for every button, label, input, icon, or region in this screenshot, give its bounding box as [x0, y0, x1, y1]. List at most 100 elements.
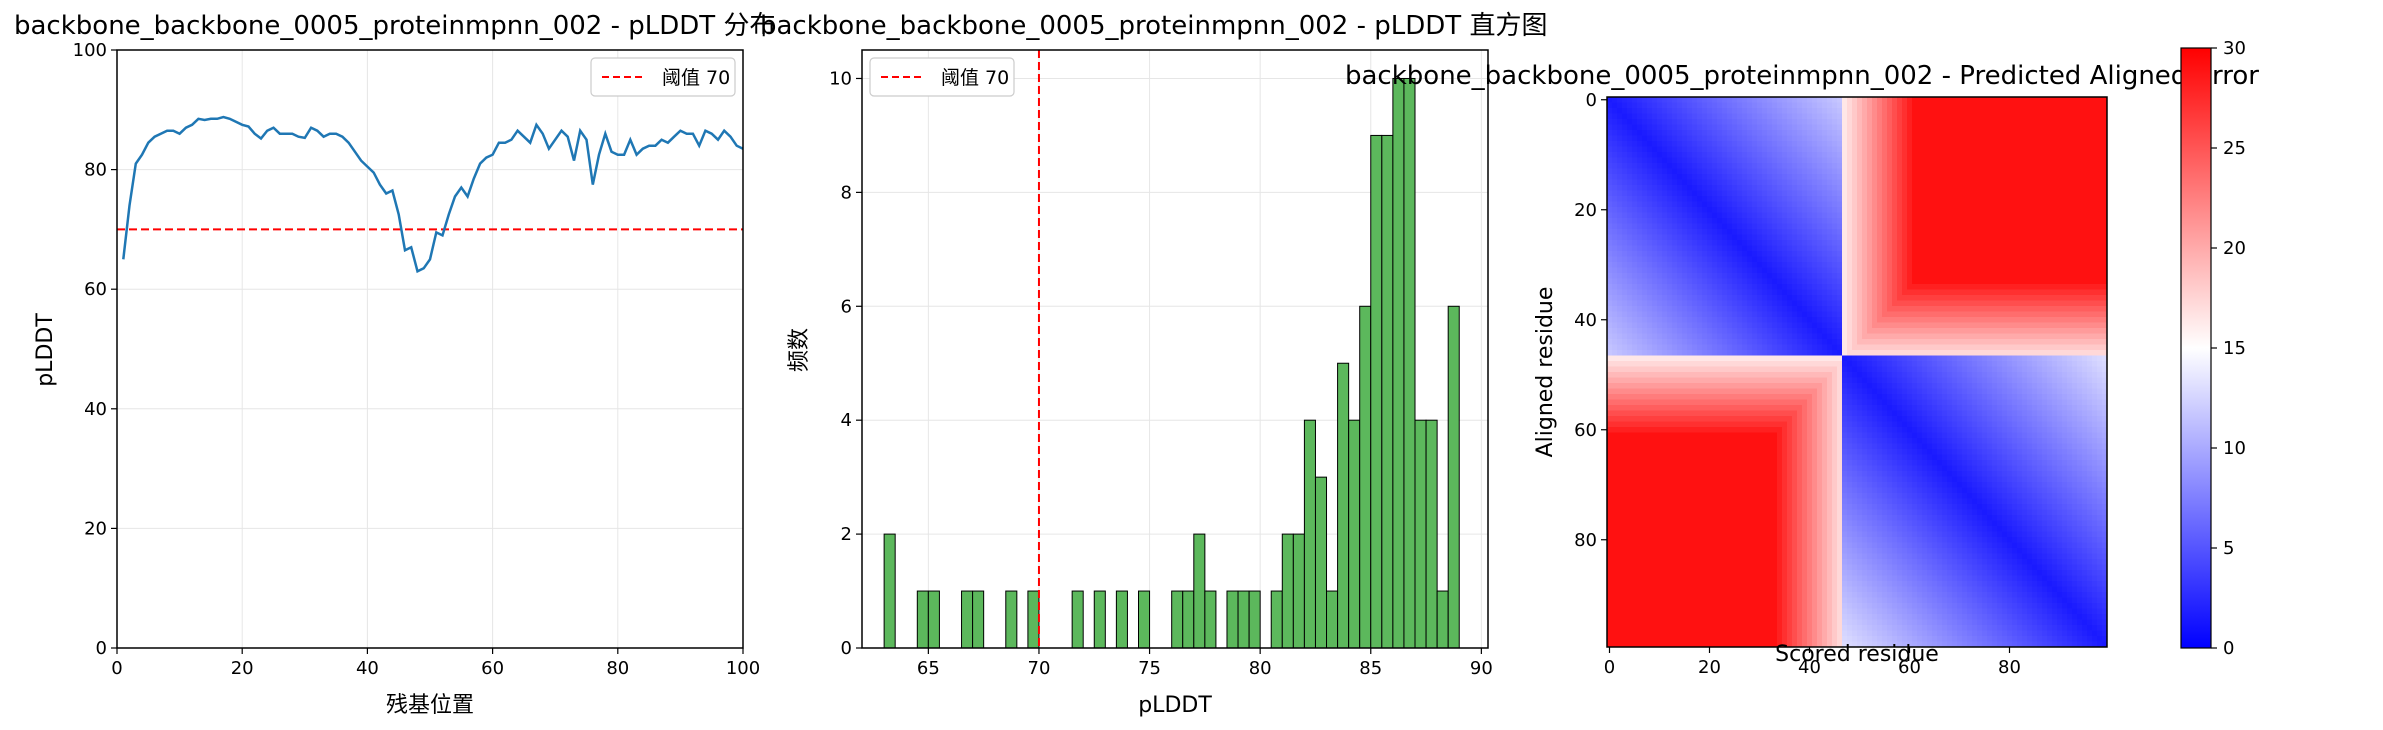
pae-heatmap-cell [1827, 207, 1833, 213]
pae-heatmap-cell [1702, 97, 1708, 103]
line-chart-x-tick-label: 40 [356, 658, 379, 679]
pae-heatmap-cell [1777, 157, 1783, 164]
pae-heatmap-cell [1807, 124, 1813, 131]
pae-heatmap-cell [1667, 355, 1673, 362]
pae-heatmap-cell [1697, 328, 1703, 334]
pae-heatmap-cell [1907, 295, 1913, 301]
pae-heatmap-cell [2017, 141, 2023, 147]
pae-heatmap-cell [1617, 262, 1623, 268]
pae-heatmap-cell [1992, 322, 1998, 329]
histogram-x-tick-label: 65 [917, 658, 940, 679]
pae-heatmap-cell [1892, 168, 1898, 175]
pae-heatmap-cell [1627, 196, 1633, 202]
pae-heatmap-cell [2032, 135, 2038, 142]
pae-heatmap-cell [2097, 300, 2103, 307]
pae-heatmap-cell [2042, 355, 2048, 362]
pae-heatmap-cell [1932, 339, 1938, 345]
pae-heatmap-cell [1902, 278, 1908, 285]
pae-heatmap-cell [1732, 223, 1738, 230]
pae-heatmap-cell [2022, 207, 2028, 213]
pae-heatmap-cell [2102, 141, 2108, 147]
pae-heatmap-cell [1662, 130, 1668, 136]
pae-heatmap-cell [1892, 97, 1898, 103]
pae-heatmap-cell [2017, 256, 2023, 263]
pae-heatmap-cell [1787, 333, 1793, 340]
pae-heatmap-cell [1977, 311, 1983, 318]
pae-heatmap-cell [1942, 355, 1948, 362]
pae-heatmap-cell [1642, 289, 1648, 296]
pae-heatmap-cell [1972, 119, 1978, 125]
pae-heatmap-cell [2032, 262, 2038, 268]
pae-heatmap-cell [1717, 306, 1723, 312]
pae-heatmap-cell [2052, 119, 2058, 125]
pae-heatmap-cell [1772, 229, 1778, 235]
pae-heatmap-cell [2007, 350, 2013, 356]
pae-heatmap-cell [2007, 218, 2013, 224]
pae-heatmap-cell [1847, 273, 1853, 279]
pae-heatmap-cell [1682, 141, 1688, 147]
pae-heatmap-cell [1802, 179, 1808, 186]
pae-heatmap-cell [1912, 130, 1918, 136]
pae-heatmap-cell [1657, 278, 1663, 285]
pae-heatmap-cell [2097, 229, 2103, 235]
pae-heatmap-cell [1647, 273, 1653, 279]
pae-heatmap-cell [1872, 146, 1878, 153]
pae-heatmap-cell [1927, 333, 1933, 340]
pae-heatmap-cell [1777, 350, 1783, 356]
pae-heatmap-cell [1607, 273, 1613, 279]
pae-heatmap-cell [2092, 163, 2098, 169]
pae-heatmap-cell [1627, 311, 1633, 318]
pae-heatmap-cell [2102, 102, 2108, 109]
pae-heatmap-cell [1762, 245, 1768, 252]
pae-heatmap-cell [1852, 168, 1858, 175]
pae-heatmap-cell [1632, 350, 1638, 356]
pae-heatmap-cell [1637, 207, 1643, 213]
pae-heatmap-cell [2077, 146, 2083, 153]
pae-heatmap-cell [2042, 218, 2048, 224]
pae-heatmap-cell [2042, 245, 2048, 252]
pae-heatmap-cell [1802, 256, 1808, 263]
pae-heatmap-cell [2052, 300, 2058, 307]
pae-heatmap-cell [2057, 157, 2063, 164]
pae-heatmap-cell [1842, 278, 1848, 285]
pae-heatmap-cell [2097, 273, 2103, 279]
pae-heatmap-cell [1817, 240, 1823, 246]
pae-heatmap-cell [1942, 218, 1948, 224]
pae-heatmap-cell [2087, 328, 2093, 334]
pae-heatmap-cell [1667, 157, 1673, 164]
pae-heatmap-cell [1842, 361, 1848, 367]
pae-heatmap-cell [1722, 119, 1728, 125]
pae-heatmap-cell [1782, 262, 1788, 268]
pae-heatmap-cell [1802, 267, 1808, 274]
pae-heatmap-cell [1607, 251, 1613, 257]
pae-heatmap-cell [1817, 212, 1823, 219]
pae-heatmap-cell [1642, 344, 1648, 351]
pae-heatmap-cell [1857, 229, 1863, 235]
pae-heatmap-cell [1712, 223, 1718, 230]
pae-heatmap-cell [1612, 113, 1618, 120]
pae-heatmap-cell [1952, 322, 1958, 329]
pae-heatmap-cell [1817, 229, 1823, 235]
pae-heatmap-cell [1672, 185, 1678, 191]
pae-heatmap-cell [1887, 333, 1893, 340]
pae-heatmap-cell [1707, 267, 1713, 274]
pae-heatmap-cell [2082, 174, 2088, 180]
pae-heatmap-cell [2072, 190, 2078, 197]
pae-heatmap-cell [1947, 284, 1953, 290]
pae-heatmap-cell [1977, 328, 1983, 334]
pae-heatmap-cell [1707, 344, 1713, 351]
pae-heatmap-cell [1987, 130, 1993, 136]
pae-heatmap-cell [1692, 97, 1698, 103]
pae-heatmap-cell [2037, 174, 2043, 180]
pae-heatmap-cell [1662, 240, 1668, 246]
pae-heatmap-cell [1612, 256, 1618, 263]
pae-heatmap-cell [1717, 146, 1723, 153]
pae-heatmap-cell [1972, 163, 1978, 169]
pae-heatmap-cell [1722, 240, 1728, 246]
pae-heatmap-cell [1747, 317, 1753, 323]
pae-heatmap-cell [1757, 256, 1763, 263]
pae-heatmap-cell [2022, 174, 2028, 180]
pae-heatmap-cell [2092, 146, 2098, 153]
pae-heatmap-cell [1747, 185, 1753, 191]
pae-heatmap-cell [1732, 179, 1738, 186]
